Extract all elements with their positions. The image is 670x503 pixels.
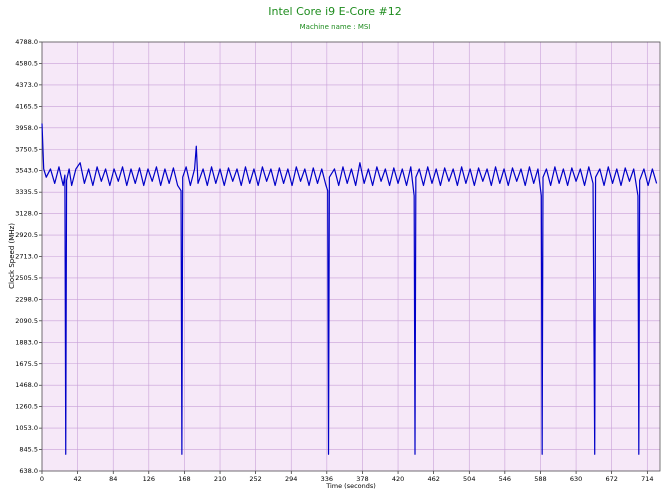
y-tick-label: 4165.5 xyxy=(15,102,38,110)
y-tick-label: 845.5 xyxy=(19,446,38,454)
x-tick-label: 672 xyxy=(605,475,617,483)
y-tick-label: 2713.0 xyxy=(15,253,38,261)
y-tick-label: 3335.5 xyxy=(15,188,38,196)
x-tick-label: 630 xyxy=(570,475,582,483)
y-tick-label: 1675.5 xyxy=(15,360,38,368)
y-tick-label: 4373.0 xyxy=(15,81,38,89)
y-tick-label: 3750.5 xyxy=(15,145,38,153)
y-tick-label: 1883.0 xyxy=(15,338,38,346)
y-tick-label: 2920.5 xyxy=(15,231,38,239)
chart-subtitle: Machine name : MSI xyxy=(300,23,371,31)
chart-title: Intel Core i9 E-Core #12 xyxy=(268,5,401,18)
x-tick-label: 504 xyxy=(463,475,475,483)
y-tick-label: 1468.0 xyxy=(15,381,38,389)
x-tick-label: 714 xyxy=(641,475,653,483)
plot-frame xyxy=(41,41,661,472)
y-tick-label: 1053.0 xyxy=(15,424,38,432)
x-tick-label: 252 xyxy=(249,475,261,483)
data-line xyxy=(41,123,658,455)
y-axis-label: Clock Speed (MHz) xyxy=(8,223,16,289)
y-tick-label: 1260.5 xyxy=(15,403,38,411)
y-tick-label: 2298.0 xyxy=(15,295,38,303)
x-tick-label: 42 xyxy=(73,475,81,483)
x-tick-label: 378 xyxy=(356,475,368,483)
x-tick-label: 588 xyxy=(534,475,546,483)
x-tick-label: 336 xyxy=(321,475,333,483)
x-tick-label: 462 xyxy=(427,475,439,483)
y-tick-label: 3958.0 xyxy=(15,124,38,132)
y-tick-label: 4788.0 xyxy=(15,38,38,46)
y-tick-label: 2505.5 xyxy=(15,274,38,282)
y-tick-label: 4580.5 xyxy=(15,59,38,67)
x-tick-label: 294 xyxy=(285,475,297,483)
x-tick-label: 168 xyxy=(178,475,190,483)
y-tick-label: 2090.5 xyxy=(15,317,38,325)
x-tick-label: 420 xyxy=(392,475,404,483)
x-tick-label: 126 xyxy=(143,475,155,483)
x-tick-label: 210 xyxy=(214,475,226,483)
x-tick-label: 546 xyxy=(499,475,511,483)
y-tick-label: 638.0 xyxy=(19,467,38,475)
x-axis-label: Time (seconds) xyxy=(325,482,376,490)
x-tick-label: 0 xyxy=(40,475,44,483)
x-tick-label: 84 xyxy=(109,475,117,483)
y-tick-label: 3543.0 xyxy=(15,167,38,175)
y-tick-label: 3128.0 xyxy=(15,210,38,218)
